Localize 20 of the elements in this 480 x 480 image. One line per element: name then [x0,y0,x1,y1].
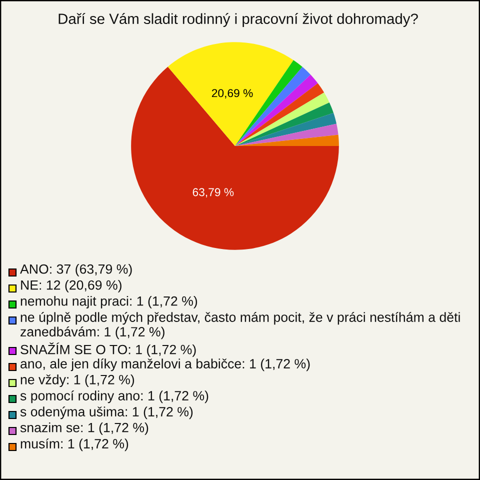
data-label: 63,79 % [192,188,234,198]
pie-slice [235,102,334,146]
data-label: 20,69 % [212,89,253,99]
legend-label: snazim se: 1 (1,72 %) [20,422,148,435]
pie-slice [235,112,336,146]
legend-label: musím: 1 (1,72 %) [20,438,128,452]
pie-slice [131,66,339,250]
chart-title: Daří se Vám sladit rodinný i pracovní život dohromady? [58,13,418,27]
legend-label: ne úplně podle mých představ, často mám pocit, že v práci nestíhám a děti zanedbávám: 1 (1,72 %) [20,312,460,340]
legend-label: ANO: 37 (63,79 %) [20,264,132,276]
pie-slice [168,42,294,146]
pie-slice [235,124,338,146]
legend-label: ne vždy: 1 (1,72 %) [20,374,134,387]
legend-label: nemohu najit praci: 1 (1,72 %) [20,296,198,308]
legend-label: s odenýma ušima: 1 (1,72 %) [20,406,193,420]
legend-label: ano, ale jen díky manželovi a babičce: 1 (1,72 %) [20,358,310,372]
legend-label: s pomocí rodiny ano: 1 (1,72 %) [20,390,208,404]
pie-slice [235,134,339,146]
legend-label: SNAŽÍM SE O TO: 1 (1,72 %) [20,342,196,357]
legend-label: NE: 12 (20,69 %) [21,280,122,292]
